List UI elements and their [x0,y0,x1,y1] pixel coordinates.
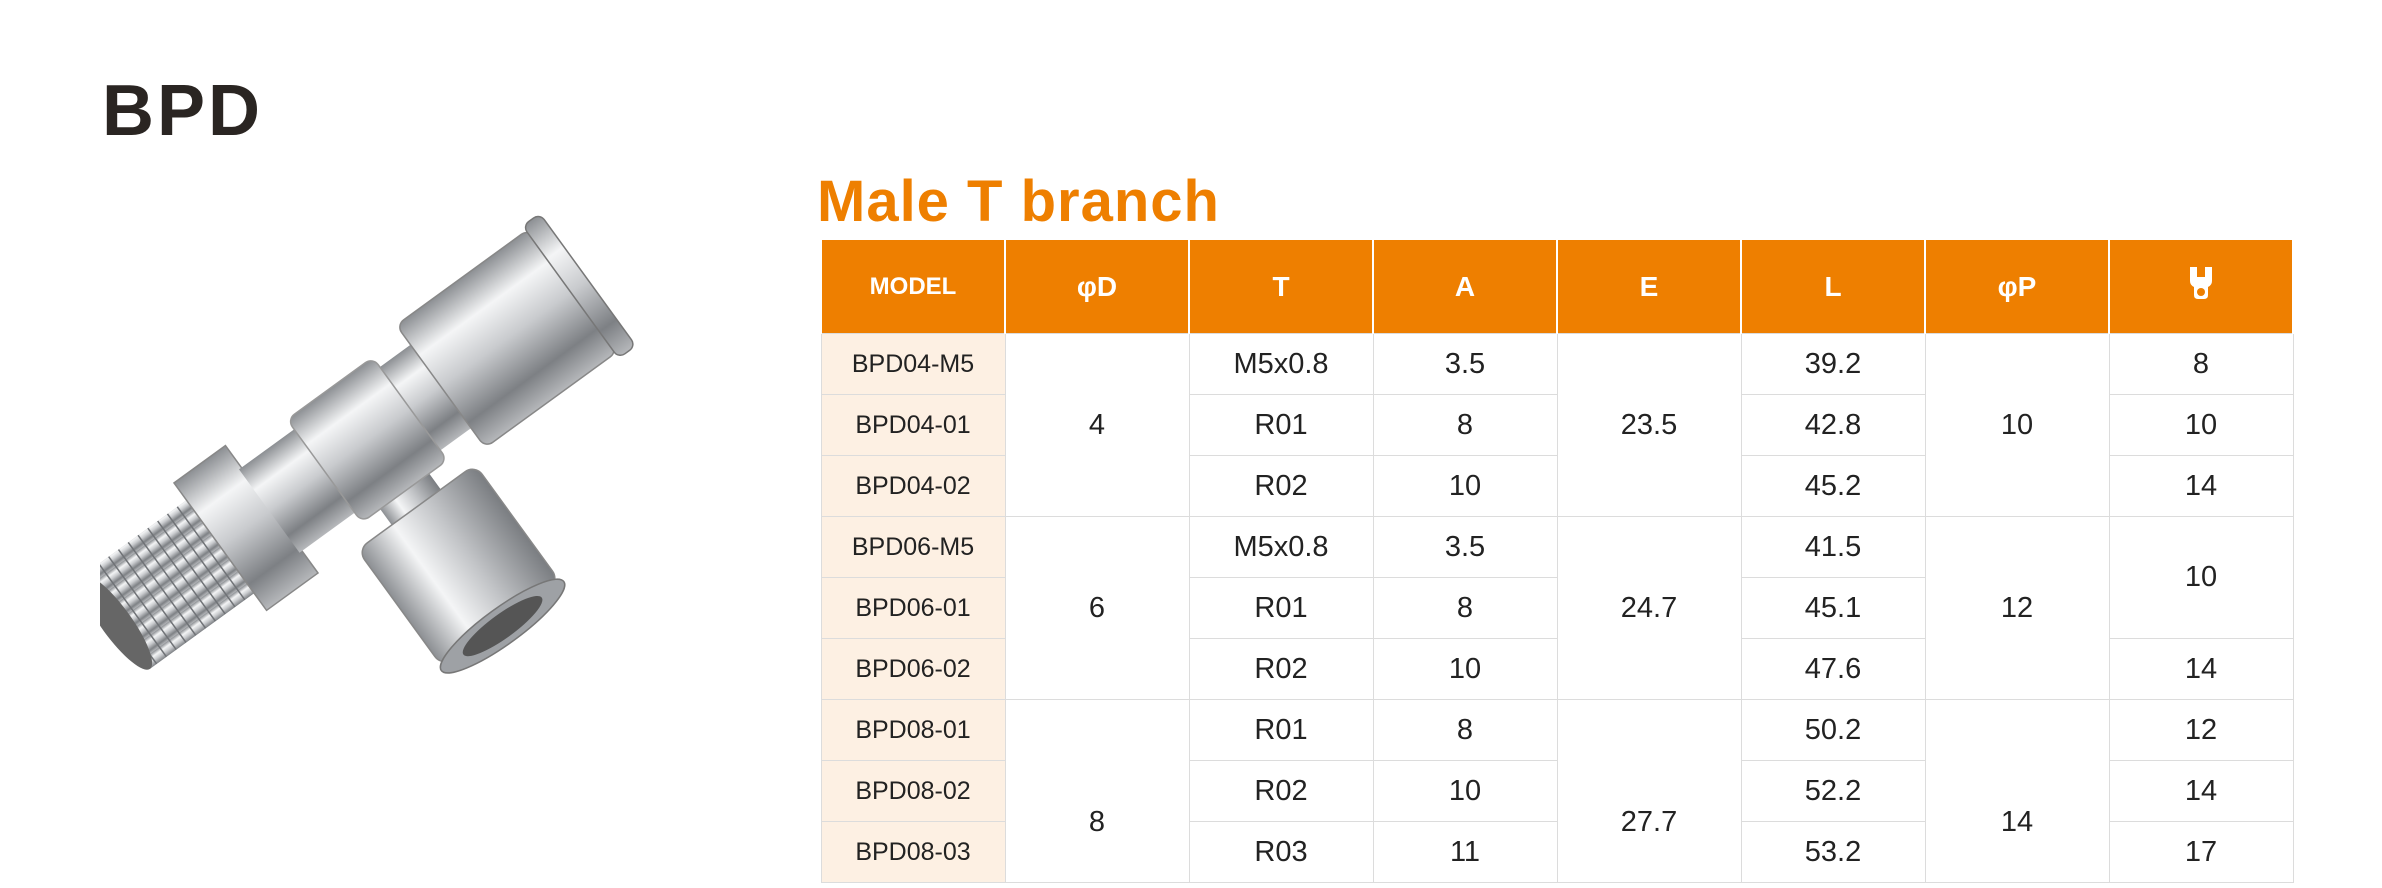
cell: 53.2 [1740,821,1926,883]
cell: BPD08-02 [820,760,1006,822]
cell: 14 [2108,638,2294,700]
header-cell: A [1372,240,1558,334]
cell: 6 [1004,516,1190,700]
row: BPD04-01 R01 8 42.8 10 [820,394,2294,456]
cell: BPD04-02 [820,455,1006,517]
cell: 8 [1004,699,1190,883]
cell: 14 [1924,699,2110,883]
cell: BPD08-03 [820,821,1006,883]
cell: 17 [2108,821,2294,883]
cell: 50.2 [1740,699,1926,761]
cell: BPD06-02 [820,638,1006,700]
cell: 45.2 [1740,455,1926,517]
cell: BPD04-M5 [820,333,1006,395]
cell: 23.5 [1556,333,1742,517]
header-cell: φP [1924,240,2110,334]
cell: 10 [1372,638,1558,700]
cell: M5x0.8 [1188,516,1374,578]
cell: 4 [1004,333,1190,517]
cell: R01 [1188,577,1374,639]
cell: 41.5 [1740,516,1926,578]
cell: 3.5 [1372,333,1558,395]
header-cell [2108,240,2294,334]
cell: 10 [2108,516,2294,639]
cell: 52.2 [1740,760,1926,822]
cell: R03 [1188,821,1374,883]
row: BPD06-01 R01 8 45.1 [820,577,2293,639]
cell: R02 [1188,760,1374,822]
cell: 11 [1372,821,1558,883]
header-cell: MODEL [820,240,1006,334]
cell: R01 [1188,699,1374,761]
wrench-icon [2190,267,2212,299]
cell: 27.7 [1556,699,1742,883]
table-title: Male T branch [817,169,1220,234]
cell: 8 [1372,394,1558,456]
spec-table: MODEL φD T A E L φP BPD04-M5 4 M5x0.8 3.… [820,240,2294,883]
cell: 10 [1924,333,2110,517]
cell: BPD08-01 [820,699,1006,761]
row: BPD06-M5 6 M5x0.8 3.5 24.7 41.5 12 10 [820,516,2294,700]
cell: R02 [1188,455,1374,517]
cell: 8 [1372,577,1558,639]
cell: 14 [2108,760,2294,822]
header-cell: E [1556,240,1742,334]
cell: 47.6 [1740,638,1926,700]
cell: BPD06-01 [820,577,1006,639]
header-row: MODEL φD T A E L φP [820,240,2294,334]
cell: 12 [2108,699,2294,761]
product-code: BPD [102,71,264,151]
row: BPD08-01 8 R01 8 27.7 50.2 14 12 [820,699,2294,883]
cell: R01 [1188,394,1374,456]
row: BPD06-02 R02 10 47.6 14 [820,638,2294,700]
cell: R02 [1188,638,1374,700]
cell: 14 [2108,455,2294,517]
cell: 39.2 [1740,333,1926,395]
cell: 10 [1372,455,1558,517]
cell: 45.1 [1740,577,1926,639]
cell: 8 [1372,699,1558,761]
cell: 10 [1372,760,1558,822]
row: BPD08-02 R02 10 52.2 14 [820,760,2294,822]
header-cell: L [1740,240,1926,334]
row: BPD04-02 R02 10 45.2 14 [820,455,2294,517]
cell: 10 [2108,394,2294,456]
cell: 24.7 [1556,516,1742,700]
header-cell: φD [1004,240,1190,334]
row: BPD08-03 R03 11 53.2 17 [820,821,2294,883]
cell: 8 [2108,333,2294,395]
cell: M5x0.8 [1188,333,1374,395]
row: BPD04-M5 4 M5x0.8 3.5 23.5 39.2 10 8 [820,333,2294,517]
product-image [100,215,634,674]
cell: 3.5 [1372,516,1558,578]
cell: BPD06-M5 [820,516,1006,578]
header-cell: T [1188,240,1374,334]
cell: BPD04-01 [820,394,1006,456]
cell: 12 [1924,516,2110,700]
cell: 42.8 [1740,394,1926,456]
